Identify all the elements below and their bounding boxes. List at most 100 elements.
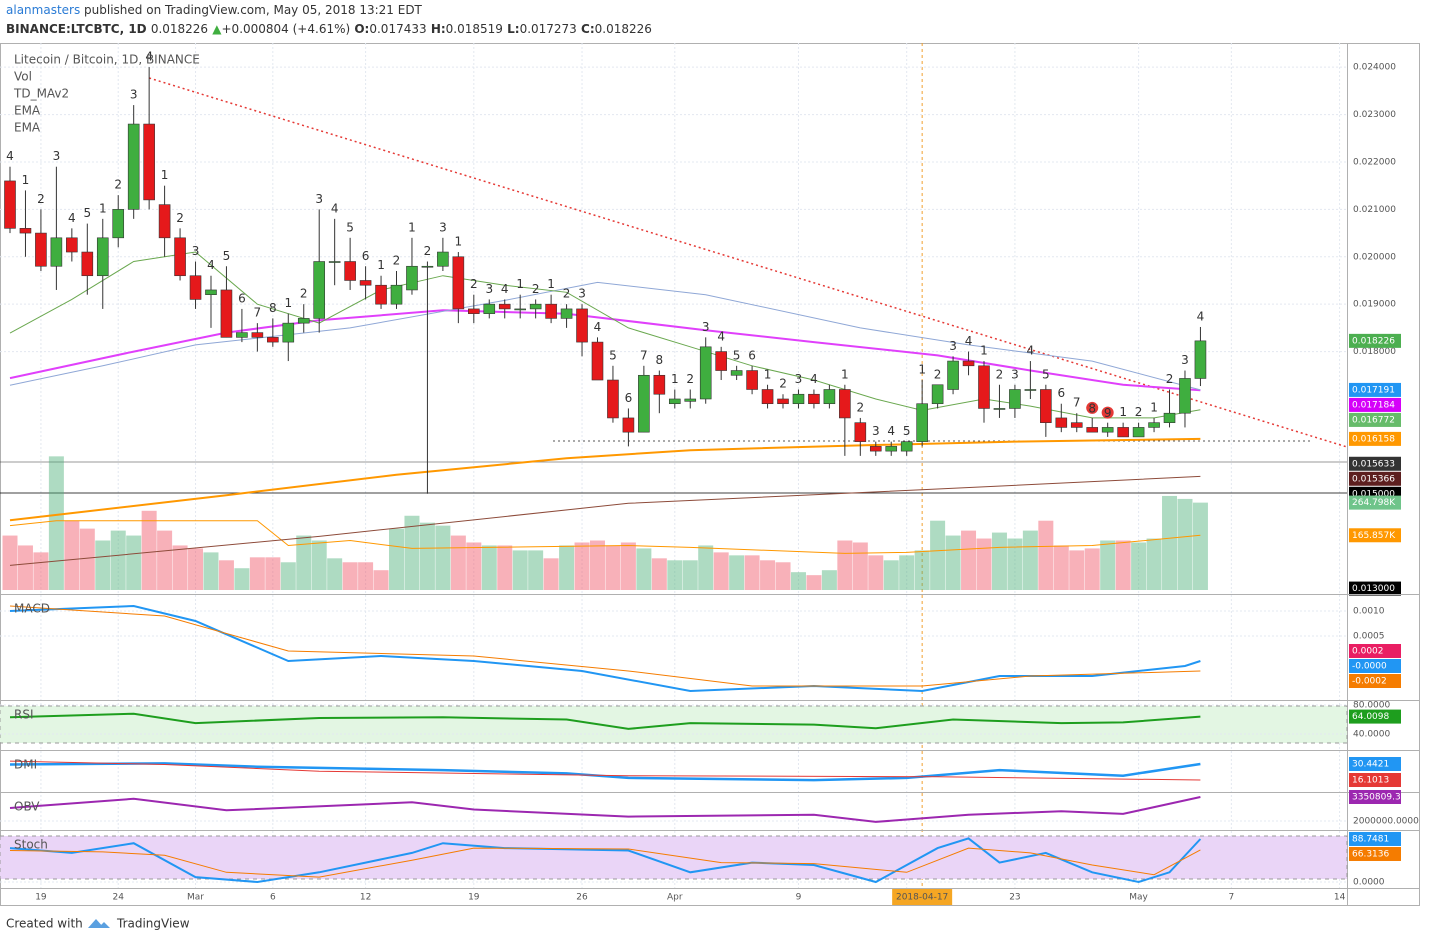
candle-body [96,237,109,277]
candle-body [1009,389,1021,409]
footer-brand[interactable]: TradingView [116,917,190,931]
td-count: 1 [841,367,849,381]
td-count: 7 [1073,396,1081,410]
candle-body [978,365,990,409]
volume-bar [682,560,698,590]
td-count: 3 [1181,353,1189,367]
volume-bar [1146,538,1162,590]
price-tag-label: -0.0002 [1352,677,1387,687]
candle-body [1194,340,1207,379]
td-count: 2 [393,253,401,267]
price-tag [1349,581,1401,596]
td-count: 2 [934,367,942,381]
symbol: BINANCE:LTCBTC, 1D [6,22,147,36]
candle-body [900,441,913,452]
volume-bar [790,572,806,590]
candle-body [684,398,697,402]
candle-body [236,332,248,338]
plot: 1924Mar6121926Apr91623May7142018-04-170.… [0,50,1420,905]
volume-bar [543,558,559,590]
td-count: 2 [424,244,432,258]
td-count: 6 [1057,386,1065,400]
y-tick-label: 40.0000 [1353,729,1390,739]
td-count: 8 [656,353,664,367]
candle-body [1148,422,1160,428]
candle-body [638,374,650,433]
volume-bar [729,555,745,590]
volume-bar [961,530,977,590]
moving-average [9,309,1201,392]
candle-body [143,123,155,201]
candle-body [406,265,418,291]
indicator-line [9,604,1201,693]
volume-bar [883,560,899,590]
y-tick-label: 0.0005 [1353,632,1385,642]
c-val: 0.018226 [595,22,652,36]
volume-bar [48,456,64,590]
candle-body [885,446,898,452]
volume-bar [698,545,714,590]
price-tag-label: -0.0000 [1352,662,1387,672]
price-tag-label: 0.017191 [1352,385,1395,395]
indicator-line [9,760,1201,781]
td-circle [1086,401,1099,414]
h-val: 0.018519 [446,22,503,36]
volume-bar [311,540,327,590]
volume-bar [466,542,482,590]
price-tag-label: 64.0098 [1352,712,1389,722]
x-tick-label: 19 [468,893,480,903]
volume-bar [837,540,853,590]
candle-body [1055,417,1068,428]
td-count: 7 [640,348,648,362]
x-tick-label: 7 [1228,893,1234,903]
volume-bar [512,550,528,590]
volume-bar [1131,542,1147,590]
volume-bar [141,510,157,590]
candle-body [668,398,681,405]
candle-body [19,228,32,234]
candle-body [220,289,233,338]
arrow: ▲ [212,22,222,36]
grid [0,43,1347,888]
td-count: 2 [779,377,787,391]
td-count: 6 [362,249,370,263]
candle-body [498,303,511,310]
volume-bar [126,535,142,590]
td-count: 1 [1119,405,1127,419]
volume-bar [203,552,219,590]
candle-body [1101,427,1114,433]
candle-body [715,351,727,371]
td-count: 1 [516,277,524,291]
candle-body [174,237,186,277]
td-count: 3 [130,88,138,102]
y-tick-label: 0.022000 [1353,157,1396,167]
symbol-line: BINANCE:LTCBTC, 1D 0.018226 ▲+0.000804 (… [6,22,652,36]
user[interactable]: alanmasters [6,3,80,17]
x-tick-label: 23 [1009,893,1020,903]
volume-bar [991,532,1007,590]
candle-body [390,284,403,305]
candle-body [792,393,805,405]
td-count: 2 [686,372,694,386]
volume-bar [528,550,544,590]
candle-body [127,123,140,210]
volume-bar [976,538,992,590]
td-count: 1 [1150,400,1158,414]
volume-bar [342,562,358,590]
td-count: 5 [346,220,354,234]
volume-bar [64,520,80,590]
volume-bar [110,530,126,590]
td-count: 5 [1042,367,1050,381]
volume-bar [914,550,930,590]
x-tick-label: 26 [576,893,588,903]
volume-bar [760,560,776,590]
candle-body [50,237,63,267]
candle-body [576,308,588,343]
candle-body [483,303,496,314]
td-count: 2 [996,367,1004,381]
volume-bar [419,522,435,590]
x-tick-label: 19 [35,893,47,903]
candle-body [375,284,387,305]
candle-body [328,261,341,263]
td-count: 4 [887,424,895,438]
